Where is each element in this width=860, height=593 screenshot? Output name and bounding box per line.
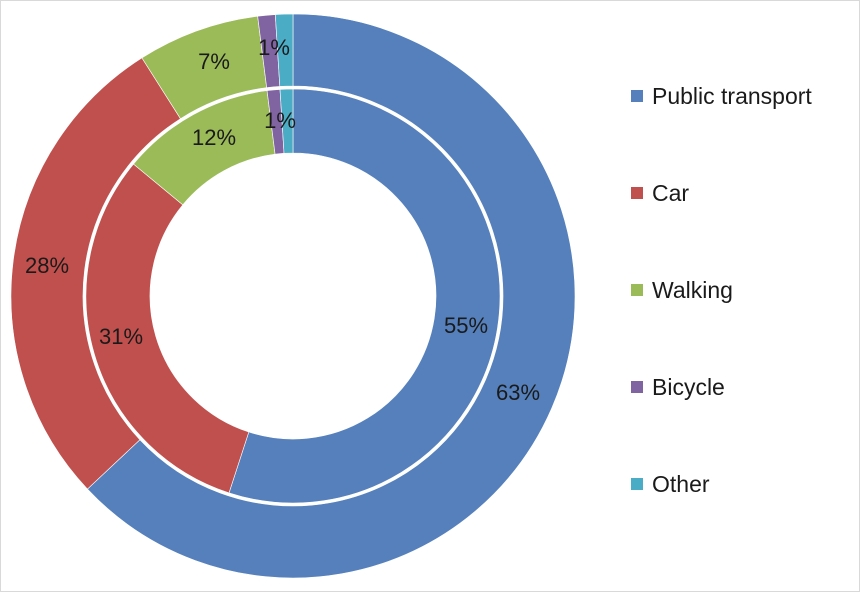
- legend-swatch: [631, 381, 643, 393]
- slice-outer-other: [274, 13, 294, 87]
- data-label-outer-car: 28%: [25, 253, 69, 278]
- legend-item-bicycle: Bicycle: [631, 370, 856, 404]
- data-label-inner-car: 31%: [99, 324, 143, 349]
- legend-label: Other: [652, 470, 710, 497]
- legend-label: Bicycle: [652, 373, 725, 400]
- slice-outer-car: [10, 57, 181, 490]
- slice-outer-public-transport: [87, 13, 576, 579]
- legend-swatch: [631, 90, 643, 102]
- legend-item-public-transport: Public transport: [631, 79, 856, 113]
- legend-swatch: [631, 284, 643, 296]
- data-label-inner-other: 1%: [264, 108, 296, 133]
- data-label-outer-other: 1%: [258, 35, 290, 60]
- legend-swatch: [631, 187, 643, 199]
- slice-inner-car: [85, 163, 250, 494]
- data-label-inner-public-transport: 55%: [444, 313, 488, 338]
- legend-label: Public transport: [652, 82, 812, 109]
- data-label-outer-walking: 7%: [198, 49, 230, 74]
- legend: Public transport Car Walking Bicycle Other: [631, 79, 856, 564]
- slice-inner-public-transport: [228, 88, 501, 504]
- slice-inner-other: [279, 88, 294, 154]
- legend-label: Car: [652, 179, 690, 206]
- legend-swatch: [631, 478, 643, 490]
- legend-item-other: Other: [631, 467, 856, 501]
- legend-item-walking: Walking: [631, 273, 856, 307]
- data-label-outer-public-transport: 63%: [496, 380, 540, 405]
- legend-label: Walking: [652, 276, 733, 303]
- legend-item-car: Car: [631, 176, 856, 210]
- data-label-inner-walking: 12%: [192, 125, 236, 150]
